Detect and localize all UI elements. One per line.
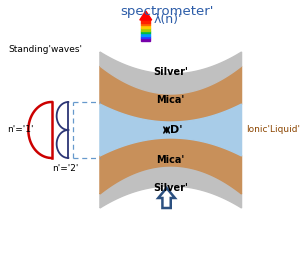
Text: Ionic'Liquid': Ionic'Liquid' — [246, 125, 300, 134]
FancyArrow shape — [158, 188, 175, 208]
Text: Standing'waves': Standing'waves' — [9, 45, 83, 54]
Polygon shape — [100, 138, 242, 194]
Text: Silver': Silver' — [153, 67, 188, 77]
Text: Silver': Silver' — [153, 183, 188, 193]
Polygon shape — [141, 38, 150, 41]
Polygon shape — [100, 52, 242, 94]
Text: spectrometer': spectrometer' — [120, 4, 213, 18]
Text: n'='1': n'='1' — [8, 125, 34, 134]
Polygon shape — [100, 104, 242, 156]
Polygon shape — [141, 23, 150, 25]
Polygon shape — [141, 20, 150, 23]
Text: n'='2': n'='2' — [52, 164, 79, 173]
Text: D': D' — [170, 125, 182, 135]
Text: Mica': Mica' — [157, 155, 185, 165]
Polygon shape — [140, 11, 152, 20]
Text: Mica': Mica' — [157, 95, 185, 105]
Polygon shape — [100, 66, 242, 122]
Polygon shape — [100, 166, 242, 208]
Text: λ(n)': λ(n)' — [154, 13, 182, 26]
Polygon shape — [141, 31, 150, 33]
Polygon shape — [141, 36, 150, 38]
Polygon shape — [141, 33, 150, 36]
Polygon shape — [141, 25, 150, 28]
Polygon shape — [141, 28, 150, 31]
